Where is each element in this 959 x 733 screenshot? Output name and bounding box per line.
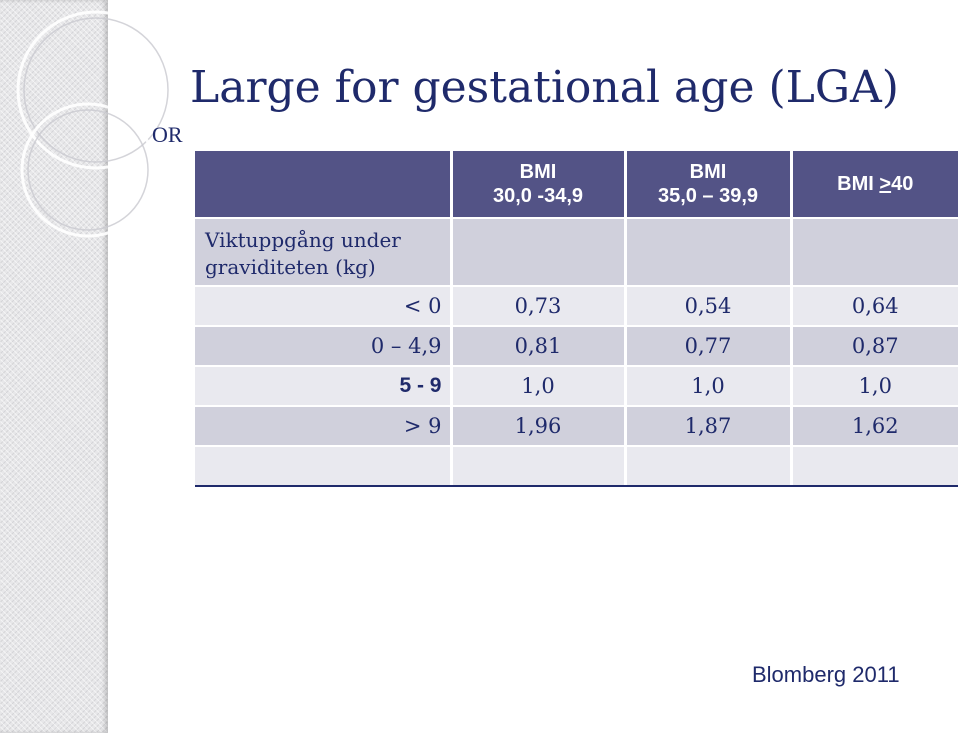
table-row: < 0 0,73 0,54 0,64 (195, 285, 958, 326)
row-label: 0 – 4,9 (195, 325, 453, 366)
decorative-circles (16, 10, 176, 238)
table-cell: 0,81 (451, 325, 627, 366)
table-row: 5 - 9 1,0 1,0 1,0 (195, 365, 958, 406)
row-label-header-cell (195, 217, 453, 286)
table-cell (451, 217, 627, 286)
column-header-line1: BMI (689, 161, 727, 183)
column-header-line2: 35,0 – 39,9 (657, 185, 759, 207)
table-cell (195, 445, 453, 485)
table-row: > 9 1,96 1,87 1,62 (195, 405, 958, 446)
table-cell: 1,0 (451, 365, 627, 406)
table-cell (625, 445, 793, 485)
table-cell (625, 217, 793, 286)
row-label: > 9 (195, 405, 453, 446)
table-row (195, 217, 958, 286)
column-header-bmi-35: BMI 35,0 – 39,9 (625, 151, 793, 218)
table-cell (791, 445, 958, 485)
or-label: OR (152, 122, 183, 147)
row-label-header: Viktuppgång under graviditeten (kg) (205, 228, 401, 279)
table-bottom-rule (195, 485, 958, 487)
or-table: BMI 30,0 -34,9 BMI 35,0 – 39,9 BMI >40 <… (195, 151, 958, 485)
table-header-row: BMI 30,0 -34,9 BMI 35,0 – 39,9 BMI >40 (195, 151, 958, 218)
table-cell (451, 445, 627, 485)
column-header-line2: 30,0 -34,9 (492, 185, 584, 207)
table-cell: 0,87 (791, 325, 958, 366)
row-label: 5 - 9 (195, 365, 453, 406)
table-cell: 0,64 (791, 285, 958, 326)
table-cell: 0,54 (625, 285, 793, 326)
table-cell: 0,77 (625, 325, 793, 366)
slide-title: Large for gestational age (LGA) (190, 62, 899, 113)
table-row: 0 – 4,9 0,81 0,77 0,87 (195, 325, 958, 366)
table-cell: 1,96 (451, 405, 627, 446)
table-cell: 1,62 (791, 405, 958, 446)
table-row (195, 445, 958, 485)
row-label: < 0 (195, 285, 453, 326)
table-cell: 0,73 (451, 285, 627, 326)
decorative-side-strip (0, 0, 108, 733)
column-header-line1: BMI (519, 161, 557, 183)
table-cell: 1,0 (625, 365, 793, 406)
column-header-suffix: 40 (891, 173, 914, 195)
source-citation: Blomberg 2011 (752, 662, 900, 687)
table-cell: 1,87 (625, 405, 793, 446)
header-blank-cell (195, 151, 453, 218)
column-header-bmi-30: BMI 30,0 -34,9 (451, 151, 627, 218)
table-cell: 1,0 (791, 365, 958, 406)
table-cell (791, 217, 958, 286)
column-header-bmi-40: BMI >40 (791, 151, 958, 218)
column-header-underlined-symbol: > (879, 173, 892, 195)
column-header-prefix: BMI (837, 173, 880, 195)
